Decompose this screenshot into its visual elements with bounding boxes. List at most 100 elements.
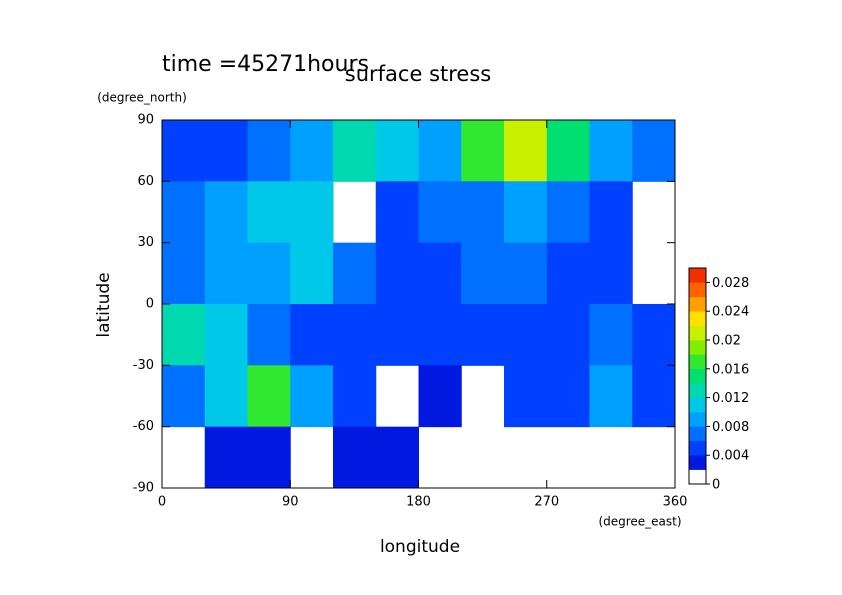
field-cell bbox=[375, 426, 419, 489]
field-cell bbox=[546, 304, 590, 366]
x-tick-label: 360 bbox=[663, 495, 688, 510]
field-cell bbox=[290, 242, 334, 305]
field-cell bbox=[418, 365, 462, 428]
field-cell bbox=[589, 120, 633, 182]
colorbar-swatch bbox=[689, 455, 706, 470]
field-cell bbox=[504, 304, 548, 366]
colorbar-swatch bbox=[689, 296, 706, 312]
colorbar-tick-label: 0 bbox=[712, 478, 720, 493]
chart-subtitle: time =45271hours bbox=[162, 52, 369, 77]
field-cell bbox=[247, 181, 291, 244]
field-cell bbox=[333, 120, 377, 182]
colorbar-swatch bbox=[689, 368, 706, 384]
field-cell bbox=[162, 365, 206, 428]
field-cell bbox=[162, 242, 206, 305]
x-axis-label: longitude bbox=[380, 537, 460, 557]
field-cell bbox=[504, 365, 548, 428]
field-cell bbox=[546, 181, 590, 244]
field-cell bbox=[247, 426, 291, 489]
field-cell bbox=[162, 304, 206, 366]
y-tick-label: 0 bbox=[146, 297, 154, 312]
field-cell bbox=[247, 120, 291, 182]
y-tick-label: -60 bbox=[133, 419, 154, 434]
y-tick-label: -90 bbox=[133, 481, 154, 496]
field-cell bbox=[418, 120, 462, 182]
x-tick-label: 180 bbox=[406, 495, 431, 510]
field-cell bbox=[461, 181, 505, 244]
field-cell bbox=[418, 242, 462, 305]
field-cell bbox=[589, 242, 633, 305]
colorbar-swatch bbox=[689, 383, 706, 398]
y-tick-label: 30 bbox=[137, 235, 154, 250]
field-cell bbox=[333, 304, 377, 366]
colorbar-tick-label: 0.008 bbox=[712, 420, 749, 435]
x-tick-label: 90 bbox=[282, 495, 299, 510]
field-cell bbox=[204, 181, 248, 244]
field-cell bbox=[375, 242, 419, 305]
colorbar-swatch bbox=[689, 397, 706, 413]
colorbar-tick-label: 0.028 bbox=[712, 276, 749, 291]
y-axis-label: latitude bbox=[94, 272, 114, 337]
field-cell bbox=[546, 365, 590, 428]
colorbar-swatch bbox=[689, 354, 706, 370]
field-cell bbox=[247, 304, 291, 366]
x-units: (degree_east) bbox=[598, 515, 681, 529]
field-cell bbox=[375, 304, 419, 366]
field-cell bbox=[204, 120, 248, 182]
field-cell bbox=[204, 365, 248, 428]
field-cell bbox=[418, 181, 462, 244]
field-cell bbox=[461, 304, 505, 366]
field-cell bbox=[333, 365, 377, 428]
colorbar-swatch bbox=[689, 340, 706, 355]
field-cell bbox=[461, 242, 505, 305]
colorbar-swatch bbox=[689, 325, 706, 341]
field-cell bbox=[204, 426, 248, 489]
field-cell bbox=[162, 181, 206, 244]
colorbar-frame bbox=[688, 267, 707, 485]
field-cell bbox=[546, 120, 590, 182]
field-cell bbox=[504, 120, 548, 182]
colorbar-swatch bbox=[689, 268, 706, 283]
colorbar-swatch bbox=[689, 311, 706, 326]
field-cell bbox=[461, 120, 505, 182]
field-cell bbox=[632, 120, 676, 182]
field-cell bbox=[546, 242, 590, 305]
field-cell bbox=[290, 120, 334, 182]
field-cell bbox=[204, 304, 248, 366]
y-tick-label: 90 bbox=[137, 113, 154, 128]
field-cell bbox=[375, 120, 419, 182]
chart-title: surface stress bbox=[345, 62, 491, 86]
field-cell bbox=[333, 242, 377, 305]
colorbar-swatch bbox=[689, 440, 706, 456]
field-cell bbox=[290, 304, 334, 366]
field-cell bbox=[162, 120, 206, 182]
field-cell bbox=[204, 242, 248, 305]
y-tick-label: -30 bbox=[133, 358, 154, 373]
field-cell bbox=[589, 304, 633, 366]
field-cell bbox=[290, 365, 334, 428]
colorbar-tick-label: 0.004 bbox=[712, 449, 749, 464]
y-units: (degree_north) bbox=[97, 91, 187, 105]
colorbar-swatch bbox=[689, 469, 706, 485]
field-cell bbox=[333, 426, 377, 489]
field-cell bbox=[247, 365, 291, 428]
field-cell bbox=[375, 181, 419, 244]
colorbar-swatch bbox=[689, 282, 706, 298]
field-cell bbox=[589, 365, 633, 428]
field-cell bbox=[418, 304, 462, 366]
colorbar-tick-label: 0.016 bbox=[712, 362, 749, 377]
colorbar-swatch bbox=[689, 426, 706, 442]
field-cell bbox=[504, 181, 548, 244]
colorbar-swatch bbox=[689, 412, 706, 427]
field-cell bbox=[504, 242, 548, 305]
field-cell bbox=[247, 242, 291, 305]
field-cell bbox=[632, 365, 676, 428]
x-tick-label: 0 bbox=[158, 495, 166, 510]
colorbar-tick-label: 0.024 bbox=[712, 305, 749, 320]
y-tick-label: 60 bbox=[137, 174, 154, 189]
colorbar-tick-label: 0.02 bbox=[712, 334, 741, 349]
field-cell bbox=[632, 304, 676, 366]
colorbar-tick-label: 0.012 bbox=[712, 391, 749, 406]
x-tick-label: 270 bbox=[534, 495, 559, 510]
